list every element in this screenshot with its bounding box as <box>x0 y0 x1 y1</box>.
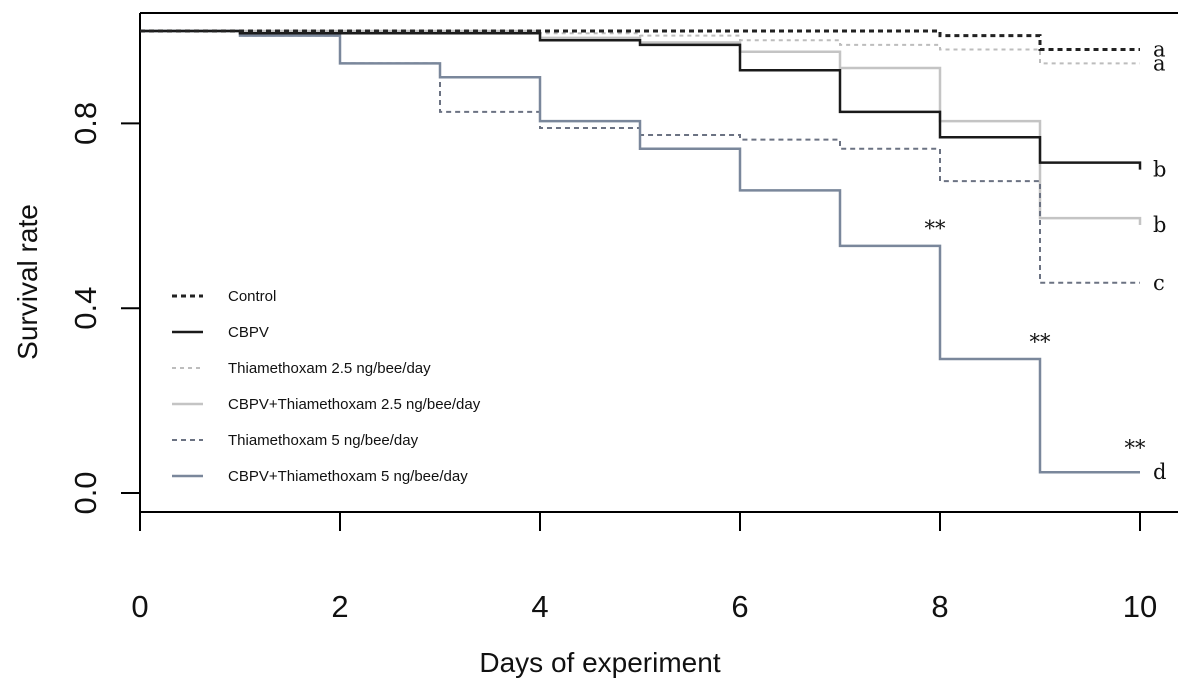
end-label-0: a <box>1153 37 1166 61</box>
end-label-1: b <box>1153 158 1166 182</box>
x-tick-label: 10 <box>1123 589 1157 624</box>
y-tick-label: 0.0 <box>68 471 103 514</box>
significance-mark: ** <box>1030 330 1052 354</box>
x-tick-label: 0 <box>131 589 148 624</box>
series-line-0 <box>140 29 1140 51</box>
end-label-5: d <box>1153 460 1166 484</box>
legend: Control CBPV Thiamethoxam 2.5 ng/bee/day CB… <box>172 288 481 485</box>
series-layer <box>140 29 1142 474</box>
x-ticks: 0 2 4 6 8 10 <box>131 512 1157 624</box>
x-tick-label: 6 <box>731 589 748 624</box>
y-ticks: 0.0 0.4 0.8 <box>68 102 140 515</box>
legend-label-2: Thiamethoxam 2.5 ng/bee/day <box>228 360 431 377</box>
y-tick-label: 0.8 <box>68 102 103 145</box>
series-line-5 <box>140 29 1140 474</box>
end-labels: a b a b c d <box>1153 37 1166 484</box>
legend-label-3: CBPV+Thiamethoxam 2.5 ng/bee/day <box>228 396 481 413</box>
x-tick-label: 4 <box>531 589 548 624</box>
end-label-2: a <box>1153 51 1166 75</box>
x-axis-label: Days of experiment <box>479 647 720 678</box>
end-label-4: c <box>1153 271 1165 295</box>
axes <box>139 12 1178 513</box>
x-tick-label: 2 <box>331 589 348 624</box>
significance-annotations: ** ** ** <box>925 217 1147 460</box>
series-line-2 <box>140 30 1140 65</box>
legend-label-4: Thiamethoxam 5 ng/bee/day <box>228 432 419 449</box>
y-tick-label: 0.4 <box>68 287 103 330</box>
significance-mark: ** <box>925 217 947 241</box>
legend-label-1: CBPV <box>228 324 269 341</box>
legend-label-5: CBPV+Thiamethoxam 5 ng/bee/day <box>228 468 468 485</box>
legend-label-0: Control <box>228 288 276 305</box>
significance-mark: ** <box>1125 436 1147 460</box>
series-line-1 <box>140 29 1142 170</box>
end-label-3: b <box>1153 213 1166 237</box>
x-tick-label: 8 <box>931 589 948 624</box>
y-axis-label: Survival rate <box>12 204 43 360</box>
